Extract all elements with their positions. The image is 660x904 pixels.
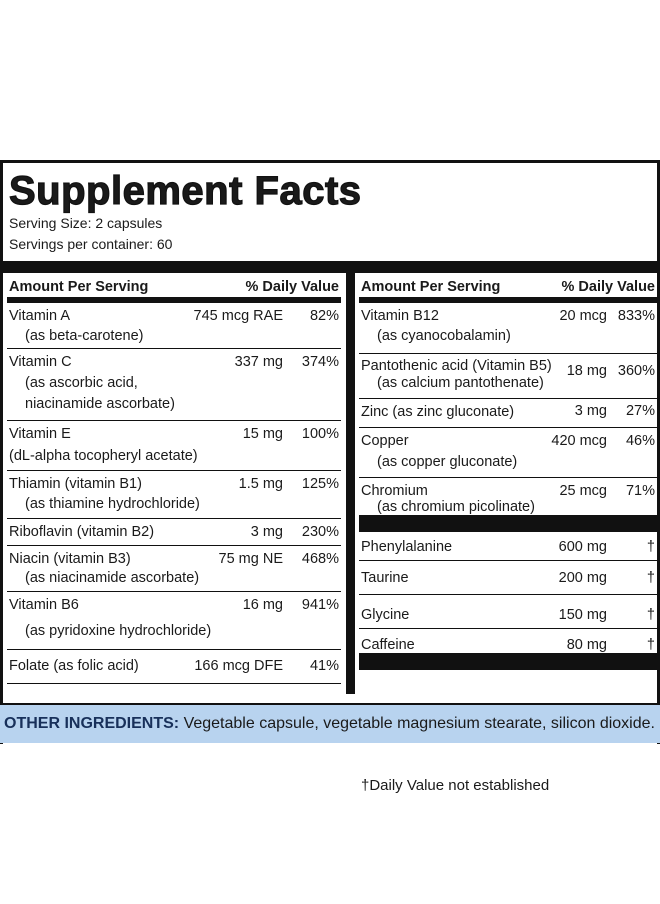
nutrient-row: Copper (as copper gluconate) 420 mcg 46% — [359, 428, 657, 478]
nutrient-row: Thiamin (vitamin B1) (as thiamine hydroc… — [7, 471, 341, 519]
nutrient-amount: 600 mg — [558, 539, 607, 555]
nutrient-name: Riboflavin (vitamin B2) — [9, 524, 155, 540]
servings-per-container: Servings per container: 60 — [9, 236, 173, 252]
nutrient-amount: 80 mg — [566, 637, 607, 653]
nutrient-dv: 82% — [309, 308, 339, 324]
nutrient-amount: 75 mg NE — [218, 551, 283, 567]
nutrient-source: (dL-alpha tocopheryl acetate) — [9, 448, 198, 464]
nutrient-amount: 420 mcg — [551, 433, 607, 449]
nutrient-name: Copper — [361, 433, 409, 449]
nutrient-source: niacinamide ascorbate) — [25, 396, 175, 412]
nutrient-amount: 3 mg — [574, 403, 607, 419]
nutrient-row: Phenylalanine 600 mg † — [359, 532, 657, 561]
nutrient-dv: † — [646, 637, 655, 653]
nutrient-row: Vitamin B12 (as cyanocobalamin) 20 mcg 8… — [359, 303, 657, 354]
nutrient-row: Glycine 150 mg † — [359, 595, 657, 629]
nutrient-row: Vitamin B6 (as pyridoxine hydrochloride)… — [7, 592, 341, 650]
nutrient-row: Vitamin A (as beta-carotene) 745 mcg RAE… — [7, 303, 341, 349]
nutrient-name: Thiamin (vitamin B1) — [9, 476, 142, 492]
nutrient-amount: 745 mcg RAE — [193, 308, 283, 324]
nutrient-amount: 18 mg — [566, 363, 607, 379]
amount-header: Amount Per Serving — [9, 279, 149, 295]
column-divider — [346, 273, 355, 694]
nutrient-dv: † — [646, 607, 655, 623]
nutrient-name: Niacin (vitamin B3) — [9, 551, 131, 567]
right-header: Amount Per Serving % Daily Value — [359, 273, 657, 303]
nutrient-dv: † — [646, 570, 655, 586]
nutrient-amount: 20 mcg — [559, 308, 607, 324]
supplement-facts-panel: Supplement Facts Serving Size: 2 capsule… — [0, 160, 660, 794]
nutrient-name: Vitamin B12 — [361, 308, 439, 324]
nutrient-row: Taurine 200 mg † — [359, 561, 657, 595]
nutrient-dv: 833% — [617, 308, 655, 324]
nutrient-name: Vitamin A — [9, 308, 70, 324]
nutrient-row: Zinc (as zinc gluconate) 3 mg 27% — [359, 399, 657, 428]
nutrient-name: Vitamin B6 — [9, 597, 79, 613]
thick-divider — [3, 261, 657, 273]
nutrient-name: Phenylalanine — [361, 539, 453, 555]
nutrient-amount: 200 mg — [558, 570, 607, 586]
nutrient-amount: 1.5 mg — [238, 476, 283, 492]
panel-title: Supplement Facts — [8, 168, 362, 213]
other-ingredients-label: OTHER INGREDIENTS: — [4, 715, 180, 732]
nutrient-name: Vitamin C — [9, 354, 72, 370]
nutrient-dv: 27% — [625, 403, 655, 419]
nutrient-amount: 166 mcg DFE — [194, 658, 283, 674]
nutrient-name: Zinc (as zinc gluconate) — [361, 404, 515, 420]
nutrient-name: Taurine — [361, 570, 409, 586]
nutrient-amount: 15 mg — [242, 426, 283, 442]
section-bar — [359, 515, 657, 532]
nutrient-name: Vitamin E — [9, 426, 71, 442]
nutrient-dv: 468% — [301, 551, 339, 567]
nutrient-name: Chromium — [361, 483, 428, 499]
nutrient-amount: 16 mg — [242, 597, 283, 613]
nutrient-amount: 150 mg — [558, 607, 607, 623]
nutrient-source: (as cyanocobalamin) — [377, 328, 511, 344]
nutrient-row: Folate (as folic acid) 166 mcg DFE 41% — [7, 650, 341, 684]
nutrient-dv: 71% — [625, 483, 655, 499]
nutrient-dv: 360% — [617, 363, 655, 379]
nutrient-source: (as thiamine hydrochloride) — [25, 496, 200, 512]
nutrient-dv: 100% — [301, 426, 339, 442]
nutrient-name: Caffeine — [361, 637, 415, 653]
nutrient-dv: † — [646, 539, 655, 555]
nutrient-row: Vitamin C (as ascorbic acid, niacinamide… — [7, 349, 341, 421]
nutrient-name: Glycine — [361, 607, 410, 623]
nutrient-name: Pantothenic acid (Vitamin B5) — [361, 358, 552, 374]
other-ingredients: OTHER INGREDIENTS: Vegetable capsule, ve… — [0, 703, 660, 743]
nutrient-dv: 46% — [625, 433, 655, 449]
nutrient-source: (as niacinamide ascorbate) — [25, 570, 200, 586]
nutrient-row: Riboflavin (vitamin B2) 3 mg 230% — [7, 519, 341, 546]
nutrient-row: Pantothenic acid (Vitamin B5) (as calciu… — [359, 354, 657, 399]
nutrient-row: Vitamin E (dL-alpha tocopheryl acetate) … — [7, 421, 341, 471]
nutrient-row: Chromium (as chromium picolinate) 25 mcg… — [359, 478, 657, 515]
nutrient-row: Caffeine 80 mg † — [359, 629, 657, 653]
nutrient-source: (as calcium pantothenate) — [377, 375, 544, 391]
nutrient-source: (as pyridoxine hydrochloride) — [25, 623, 212, 639]
nutrient-row: Niacin (vitamin B3) (as niacinamide asco… — [7, 546, 341, 592]
nutrient-source: (as copper gluconate) — [377, 454, 518, 470]
dv-header: % Daily Value — [561, 279, 656, 295]
dv-header: % Daily Value — [245, 279, 340, 295]
serving-size: Serving Size: 2 capsules — [9, 215, 163, 231]
left-header: Amount Per Serving % Daily Value — [7, 273, 341, 303]
dv-footnote: †Daily Value not established — [361, 777, 550, 794]
other-ingredients-text: Vegetable capsule, vegetable magnesium s… — [179, 715, 655, 732]
nutrient-source: (as chromium picolinate) — [377, 499, 535, 515]
right-column: Amount Per Serving % Daily Value Vitamin… — [359, 273, 657, 794]
nutrient-amount: 3 mg — [250, 524, 283, 540]
nutrient-amount: 337 mg — [234, 354, 283, 370]
nutrient-source: (as beta-carotene) — [25, 328, 144, 344]
nutrient-source: (as ascorbic acid, — [25, 375, 138, 391]
nutrient-dv: 941% — [301, 597, 339, 613]
nutrient-amount: 25 mcg — [559, 483, 607, 499]
left-column: Amount Per Serving % Daily Value Vitamin… — [7, 273, 341, 684]
nutrient-dv: 230% — [301, 524, 339, 540]
nutrient-dv: 125% — [301, 476, 339, 492]
nutrient-name: Folate (as folic acid) — [9, 658, 139, 674]
amount-header: Amount Per Serving — [361, 279, 501, 295]
section-bar — [359, 653, 657, 670]
nutrient-dv: 374% — [301, 354, 339, 370]
nutrient-dv: 41% — [309, 658, 339, 674]
